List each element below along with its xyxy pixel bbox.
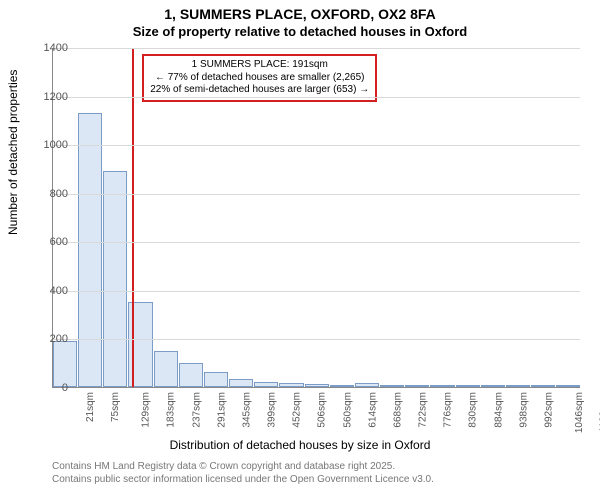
gridline — [53, 48, 580, 49]
xtick-label: 722sqm — [418, 392, 429, 428]
histogram-bar — [254, 382, 278, 387]
annotation-line-2: ← 77% of detached houses are smaller (2,… — [150, 72, 369, 85]
ytick-label: 1200 — [44, 91, 68, 103]
histogram-bar — [405, 385, 429, 387]
histogram-bar — [430, 385, 454, 387]
ytick-label: 400 — [50, 285, 68, 297]
xtick-label: 560sqm — [342, 392, 353, 428]
xtick-label: 345sqm — [242, 392, 253, 428]
xtick-label: 668sqm — [393, 392, 404, 428]
histogram-bar — [481, 385, 505, 387]
xtick-label: 614sqm — [367, 392, 378, 428]
gridline — [53, 291, 580, 292]
xtick-label: 938sqm — [518, 392, 529, 428]
footer-line-2: Contains public sector information licen… — [52, 473, 434, 486]
xtick-label: 506sqm — [317, 392, 328, 428]
footer-attribution: Contains HM Land Registry data © Crown c… — [52, 460, 434, 486]
gridline — [53, 339, 580, 340]
xtick-label: 452sqm — [292, 392, 303, 428]
marker-line — [132, 48, 134, 387]
y-axis-label: Number of detached properties — [6, 70, 20, 235]
ytick-label: 200 — [50, 333, 68, 345]
xtick-label: 237sqm — [191, 392, 202, 428]
gridline — [53, 145, 580, 146]
xtick-label: 129sqm — [141, 392, 152, 428]
histogram-bar — [229, 379, 253, 388]
chart-title: 1, SUMMERS PLACE, OXFORD, OX2 8FA — [0, 6, 600, 22]
histogram-bar — [305, 384, 329, 387]
xtick-label: 21sqm — [85, 392, 96, 422]
xtick-label: 992sqm — [544, 392, 555, 428]
histogram-bar — [53, 341, 77, 387]
annotation-line-1: 1 SUMMERS PLACE: 191sqm — [150, 59, 369, 72]
gridline — [53, 97, 580, 98]
xtick-label: 830sqm — [468, 392, 479, 428]
histogram-bar — [154, 351, 178, 387]
annotation-box: 1 SUMMERS PLACE: 191sqm ← 77% of detache… — [142, 54, 377, 102]
ytick-label: 1400 — [44, 42, 68, 54]
histogram-bar — [355, 383, 379, 387]
histogram-bar — [204, 372, 228, 387]
histogram-bar — [531, 385, 555, 387]
x-axis-label: Distribution of detached houses by size … — [0, 438, 600, 452]
histogram-bar — [279, 383, 303, 387]
plot-area: 1 SUMMERS PLACE: 191sqm ← 77% of detache… — [52, 48, 580, 388]
histogram-bar — [78, 113, 102, 387]
histogram-bar — [330, 385, 354, 387]
footer-line-1: Contains HM Land Registry data © Crown c… — [52, 460, 434, 473]
histogram-bar — [456, 385, 480, 387]
histogram-bar — [380, 385, 404, 387]
ytick-label: 800 — [50, 188, 68, 200]
chart-subtitle: Size of property relative to detached ho… — [0, 24, 600, 39]
ytick-label: 0 — [62, 382, 68, 394]
xtick-label: 399sqm — [267, 392, 278, 428]
xtick-label: 183sqm — [166, 392, 177, 428]
title-block: 1, SUMMERS PLACE, OXFORD, OX2 8FA Size o… — [0, 0, 600, 39]
histogram-bar — [556, 385, 580, 387]
histogram-bar — [103, 171, 127, 387]
gridline — [53, 242, 580, 243]
xtick-label: 75sqm — [110, 392, 121, 422]
gridline — [53, 194, 580, 195]
histogram-bar — [179, 363, 203, 387]
ytick-label: 1000 — [44, 139, 68, 151]
xtick-label: 884sqm — [493, 392, 504, 428]
xtick-label: 291sqm — [216, 392, 227, 428]
histogram-bar — [506, 385, 530, 387]
xtick-label: 776sqm — [443, 392, 454, 428]
annotation-line-3: 22% of semi-detached houses are larger (… — [150, 84, 369, 97]
ytick-label: 600 — [50, 236, 68, 248]
xtick-label: 1046sqm — [574, 392, 585, 433]
